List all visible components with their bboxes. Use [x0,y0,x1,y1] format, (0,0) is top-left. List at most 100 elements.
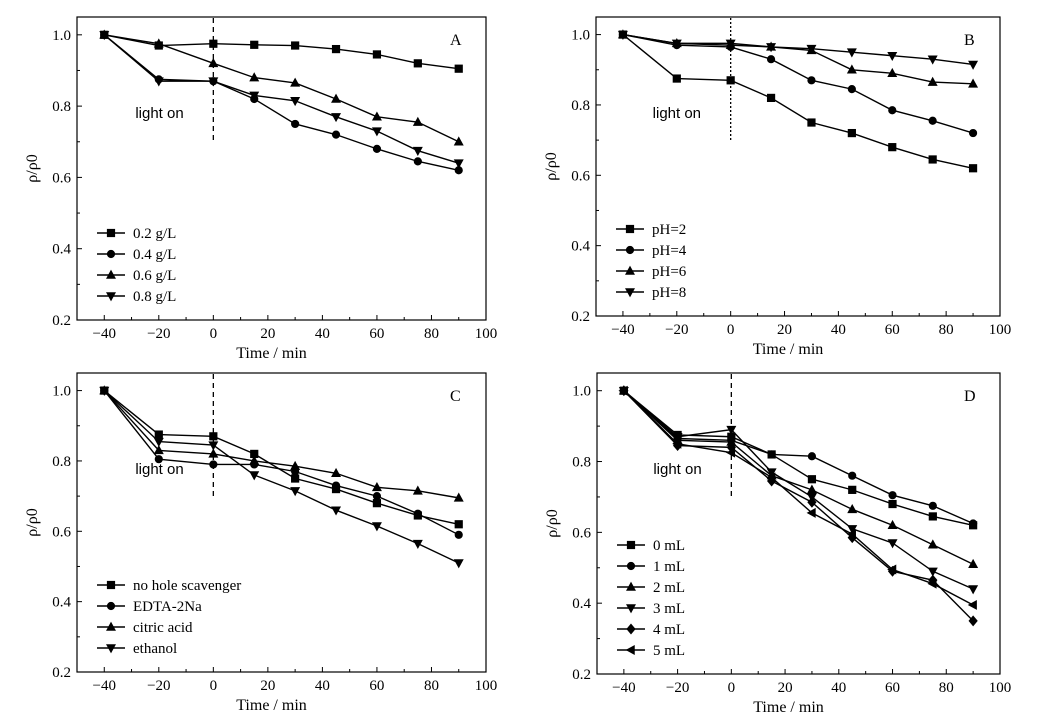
data-point [766,93,776,103]
y-tick-label: 0.4 [572,596,591,612]
data-point [928,501,937,510]
x-tick-label: 80 [424,326,439,342]
data-point [766,468,777,478]
x-axis-title: Time / min [236,345,307,362]
data-point [331,506,342,516]
data-point [968,164,978,173]
data-point [848,471,857,480]
series-0 [100,386,463,529]
data-point [153,437,164,447]
legend: pH=2 pH=4 pH=6 pH=8 [616,222,687,301]
data-point [888,106,897,115]
data-point [208,77,219,87]
data-point [927,539,938,549]
data-point [249,471,260,481]
x-axis-title: Time / min [236,697,307,714]
data-point [454,520,463,529]
x-tick-label: 20 [260,678,275,694]
series-0 [619,386,978,530]
data-point [290,77,301,87]
legend-label: 0.8 g/L [133,289,176,305]
plot-frame [595,16,1001,317]
x-tick-label: 0 [728,680,736,696]
light-on-annotation: light on [653,461,701,478]
legend-label: 5 mL [653,643,685,659]
panel-label: C [450,388,461,405]
legend-marker [626,561,636,571]
panel-label: B [964,32,975,49]
data-point [928,155,937,164]
light-on-annotation: light on [135,105,183,122]
series-1 [619,386,978,528]
data-point [331,93,342,103]
panel-label: D [964,388,976,405]
data-point [154,455,163,464]
data-point [99,31,110,41]
data-point [291,41,300,50]
data-point [967,599,977,610]
x-tick-label: −40 [93,326,116,342]
series-line [104,34,460,143]
y-tick-label: 0.2 [571,309,590,325]
series-line [622,34,974,169]
y-tick-label: 0.6 [571,168,590,184]
x-tick-label: 100 [989,680,1012,696]
data-point [807,452,817,461]
data-point [672,438,682,449]
y-tick-label: 0.4 [52,242,71,258]
x-tick-label: 0 [727,322,735,338]
data-point [290,97,301,107]
series-line [103,34,459,171]
data-point [928,512,937,521]
y-tick-label: 0.8 [572,455,591,471]
data-point [969,519,978,528]
data-point [372,492,382,501]
legend-marker [106,269,116,279]
data-point [331,44,341,54]
data-point [927,567,938,577]
legend-label: 0.2 g/L [133,226,176,242]
legend: 0 mL 1 mL 2 mL 3 mL 4 mL 5 mL [617,538,685,659]
y-tick-label: 1.0 [572,384,591,400]
data-point [927,55,938,65]
legend-marker [626,540,636,550]
data-point [249,455,260,465]
data-point [806,484,817,494]
y-tick-label: 0.8 [52,99,71,115]
data-point [290,487,301,497]
plot-frame [76,372,487,673]
x-tick-label: 60 [885,322,900,338]
x-tick-label: −40 [93,678,116,694]
data-point [725,447,736,458]
x-axis-title: Time / min [753,341,824,358]
data-point [968,60,979,70]
data-point [807,76,816,85]
data-point [209,39,218,48]
x-tick-label: 100 [989,322,1012,338]
data-point [968,128,978,138]
y-tick-label: 0.8 [52,454,71,470]
data-point [888,491,897,500]
legend-label: no hole scavenger [133,578,241,594]
series-line [623,390,974,526]
x-tick-label: 20 [778,680,793,696]
y-tick-label: 0.2 [572,667,591,683]
y-tick-label: 0.2 [52,313,71,329]
light-on-annotation: light on [135,461,183,478]
series-0 [100,30,463,73]
data-point [848,485,857,494]
series-line [623,390,974,525]
data-point [887,67,898,78]
data-point [331,130,341,139]
data-point [413,509,422,518]
legend-label: pH=6 [652,264,687,280]
data-point [726,425,737,436]
data-point [208,441,219,451]
data-point [887,51,898,62]
chart-panel-c: −40 −20 0 20 40 60 80 100 0.2 0.4 0.6 0.8 1.0 Time / … [24,372,497,714]
x-tick-label: 20 [260,326,275,342]
legend-marker [626,581,636,591]
legend-marker [625,224,635,234]
legend-marker [626,623,636,635]
